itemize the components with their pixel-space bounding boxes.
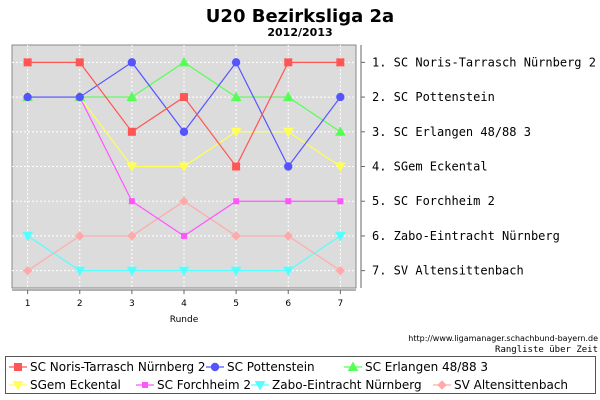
legend-swatch xyxy=(136,382,154,388)
series-point xyxy=(335,231,346,242)
rank-labels: 1. SC Noris-Tarrasch Nürnberg 2 2. SC Pot… xyxy=(361,55,596,278)
series-point xyxy=(75,92,84,102)
series-point xyxy=(230,127,242,138)
legend-swatch-marker xyxy=(12,381,24,391)
legend: SC Noris-Tarrasch Nürnberg 2 SC Pottenste… xyxy=(5,356,596,394)
series-point xyxy=(285,198,292,205)
legend-swatch-marker xyxy=(14,363,22,371)
x-tick-label: 7 xyxy=(337,299,343,309)
series-point xyxy=(283,231,293,241)
series-point xyxy=(282,127,294,138)
series-point xyxy=(336,92,345,102)
legend-label: SV Altensittenbach xyxy=(454,378,569,392)
series-point xyxy=(230,91,242,102)
legend-item: SC Forchheim 2 xyxy=(136,376,251,394)
rank-label: 2. SC Pottenstein xyxy=(372,90,495,104)
series-point xyxy=(178,266,190,277)
series-point xyxy=(335,126,346,136)
legend-swatch xyxy=(251,381,269,391)
series-point xyxy=(335,162,346,173)
x-tick-label: 2 xyxy=(77,299,83,309)
series-point xyxy=(233,198,240,205)
series-point xyxy=(231,231,241,241)
series-point xyxy=(127,58,137,67)
rank-label: 5. SC Forchheim 2 xyxy=(372,194,495,208)
series xyxy=(22,231,346,277)
x-tick-label: 3 xyxy=(129,299,135,309)
series-point xyxy=(336,58,345,67)
series-point xyxy=(181,232,187,239)
series-point xyxy=(284,162,293,171)
legend-swatch-marker xyxy=(254,381,266,391)
series-point xyxy=(75,231,85,241)
legend-swatch xyxy=(9,381,27,391)
series-point xyxy=(284,58,293,67)
series-point xyxy=(178,56,190,67)
legend-swatch-marker xyxy=(347,361,359,371)
series-point xyxy=(126,266,138,277)
series-point xyxy=(232,162,241,171)
series-point xyxy=(179,196,189,206)
series-point xyxy=(127,231,137,241)
legend-item: SV Altensittenbach xyxy=(433,376,568,394)
series-group xyxy=(22,56,346,277)
legend-label: SC Forchheim 2 xyxy=(157,378,251,392)
series-point xyxy=(231,58,241,67)
legend-item: SC Noris-Tarrasch Nürnberg 2 xyxy=(9,358,206,376)
legend-item: SC Pottenstein xyxy=(206,358,315,376)
legend-item: SGem Eckental xyxy=(9,376,121,394)
series-point xyxy=(74,266,86,277)
series-point xyxy=(282,266,294,277)
series xyxy=(23,58,345,171)
chart-caption: Rangliste über Zeit xyxy=(495,345,598,355)
series-point xyxy=(282,91,294,102)
series-point xyxy=(23,58,32,67)
series xyxy=(22,196,346,276)
series-point xyxy=(180,93,188,102)
rank-label: 7. SV Altensittenbach xyxy=(372,264,524,278)
legend-item: Zabo-Eintracht Nürnberg xyxy=(251,376,422,394)
legend-label: SC Pottenstein xyxy=(227,360,315,374)
x-tick-label: 1 xyxy=(25,299,31,309)
series xyxy=(23,58,345,171)
series-point xyxy=(126,162,138,173)
legend-swatch-marker xyxy=(210,362,220,372)
legend-label: SC Erlangen 48/88 3 xyxy=(365,360,489,374)
series-point xyxy=(230,266,242,277)
rank-label: 4. SGem Eckental xyxy=(372,160,488,174)
legend-swatch xyxy=(206,362,224,372)
legend-swatch xyxy=(433,380,451,390)
x-tick-label: 4 xyxy=(181,299,187,309)
legend-swatch-marker xyxy=(437,380,447,390)
legend-label: SGem Eckental xyxy=(30,378,121,392)
series-point xyxy=(127,127,136,136)
series-point xyxy=(335,265,346,276)
series-point xyxy=(22,231,33,242)
series-point xyxy=(126,91,138,102)
series-point xyxy=(128,198,135,205)
source-url[interactable]: http://www.ligamanager.schachbund-bayern… xyxy=(408,334,598,343)
chart-title: U20 Bezirksliga 2a xyxy=(206,6,394,27)
series-point xyxy=(178,162,190,173)
series-point xyxy=(22,265,33,276)
series-point xyxy=(23,92,32,102)
series-point xyxy=(337,198,344,205)
series-point xyxy=(75,58,84,67)
legend-swatch-marker xyxy=(142,382,148,388)
x-tick-label: 5 xyxy=(233,299,239,309)
legend-swatch xyxy=(344,361,362,371)
legend-label: SC Noris-Tarrasch Nürnberg 2 xyxy=(30,360,206,374)
rank-label: 1. SC Noris-Tarrasch Nürnberg 2 xyxy=(372,55,596,69)
x-axis-label: Runde xyxy=(170,315,199,325)
chart-subtitle: 2012/2013 xyxy=(267,26,332,39)
legend-swatch xyxy=(9,363,27,371)
rank-label: 3. SC Erlangen 48/88 3 xyxy=(372,125,531,139)
x-tick-label: 6 xyxy=(285,299,291,309)
series-point xyxy=(179,127,189,136)
legend-label: Zabo-Eintracht Nürnberg xyxy=(272,378,422,392)
x-ticks: 1 2 3 4 5 6 7 xyxy=(25,290,343,309)
legend-item: SC Erlangen 48/88 3 xyxy=(344,358,488,376)
rank-label: 6. Zabo-Eintracht Nürnberg xyxy=(372,229,560,243)
